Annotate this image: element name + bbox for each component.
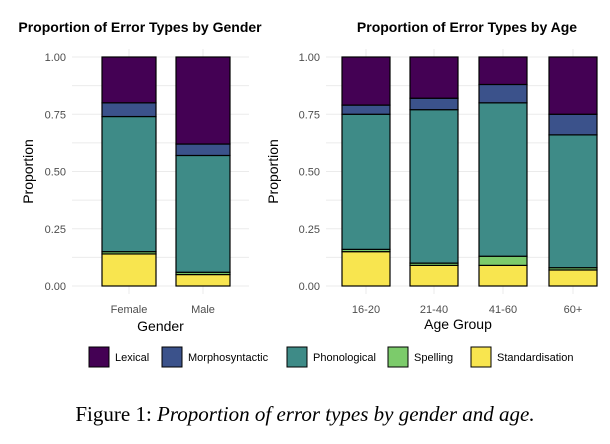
y-tick-label: 0.00 — [45, 281, 66, 293]
bar-segment-lexical — [101, 56, 157, 104]
bar-segment-lexical — [478, 56, 528, 86]
legend-key-morphosyntactic — [161, 346, 183, 368]
caption-label: Figure 1: — [75, 402, 152, 426]
x-tick-label: 60+ — [564, 304, 583, 316]
bar-segment-lexical — [409, 56, 459, 99]
legend-label: Morphosyntactic — [188, 352, 269, 364]
bar-segment-lexical — [548, 56, 598, 115]
y-tick-label: 0.75 — [45, 109, 66, 121]
y-axis-label: Proportion — [20, 139, 36, 204]
y-tick-label: 0.00 — [299, 281, 320, 293]
bar-segment-spelling — [478, 255, 528, 266]
bar-segment-phonological — [478, 102, 528, 257]
bar-segment-phonological — [175, 154, 231, 273]
y-tick-label: 0.50 — [299, 167, 320, 179]
caption-text: Proportion of error types by gender and … — [157, 402, 535, 426]
x-tick-label: 41-60 — [489, 304, 517, 316]
bar-segment-lexical — [175, 56, 231, 145]
chart-legend: Lexical Morphosyntactic Phonological Spelli… — [88, 346, 573, 368]
bar-segment-standardisation — [478, 264, 528, 287]
bar-segment-morphosyntactic — [548, 113, 598, 136]
legend-key-lexical — [88, 346, 110, 368]
chart-title: Proportion of Error Types by Gender — [18, 19, 262, 35]
bar-segment-standardisation — [341, 251, 391, 287]
legend-label: Spelling — [414, 352, 453, 364]
figure-caption: Figure 1: Proportion of error types by g… — [0, 402, 610, 427]
y-axis-label: Proportion — [265, 139, 281, 204]
y-tick-label: 0.25 — [45, 224, 66, 236]
legend-key-spelling — [387, 346, 409, 368]
bar-segment-standardisation — [548, 269, 598, 287]
bar-segment-phonological — [101, 115, 157, 253]
x-axis-label: Gender — [137, 318, 184, 334]
gender-chart-panel: 0.00 0.25 0.50 0.75 1.00 Female Male Proportion… — [18, 19, 262, 334]
y-tick-label: 1.00 — [299, 52, 320, 64]
bar-segment-phonological — [548, 134, 598, 269]
y-tick-label: 0.50 — [45, 167, 66, 179]
bar-segment-morphosyntactic — [478, 83, 528, 104]
bar-segment-morphosyntactic — [101, 102, 157, 118]
legend-key-phonological — [286, 346, 308, 368]
y-tick-label: 1.00 — [45, 52, 66, 64]
bar-segment-standardisation — [175, 273, 231, 287]
figure-canvas: 0.00 0.25 0.50 0.75 1.00 Female Male Proportion… — [18, 19, 598, 368]
bar-segment-lexical — [341, 56, 391, 106]
legend-label: Standardisation — [497, 352, 573, 364]
legend-label: Phonological — [313, 352, 376, 364]
x-tick-label: 21-40 — [420, 304, 448, 316]
age-chart-panel: 0.00 0.25 0.50 0.75 1.00 16-20 21-40 41-60 60+ Pr… — [265, 19, 598, 332]
bar-segment-standardisation — [101, 253, 157, 287]
bar-segment-morphosyntactic — [175, 143, 231, 157]
bar-segment-standardisation — [409, 264, 459, 287]
bar-segment-morphosyntactic — [341, 104, 391, 115]
x-tick-label: Female — [111, 304, 148, 316]
bar-segment-morphosyntactic — [409, 97, 459, 111]
y-tick-label: 0.25 — [299, 224, 320, 236]
y-tick-label: 0.75 — [299, 109, 320, 121]
chart-title: Proportion of Error Types by Age — [357, 19, 577, 35]
x-axis-label: Age Group — [424, 316, 492, 332]
legend-key-standardisation — [470, 346, 492, 368]
bar-segment-phonological — [341, 113, 391, 250]
x-tick-label: 16-20 — [352, 304, 380, 316]
x-tick-label: Male — [191, 304, 215, 316]
legend-label: Lexical — [115, 352, 149, 364]
bar-segment-phonological — [409, 109, 459, 264]
